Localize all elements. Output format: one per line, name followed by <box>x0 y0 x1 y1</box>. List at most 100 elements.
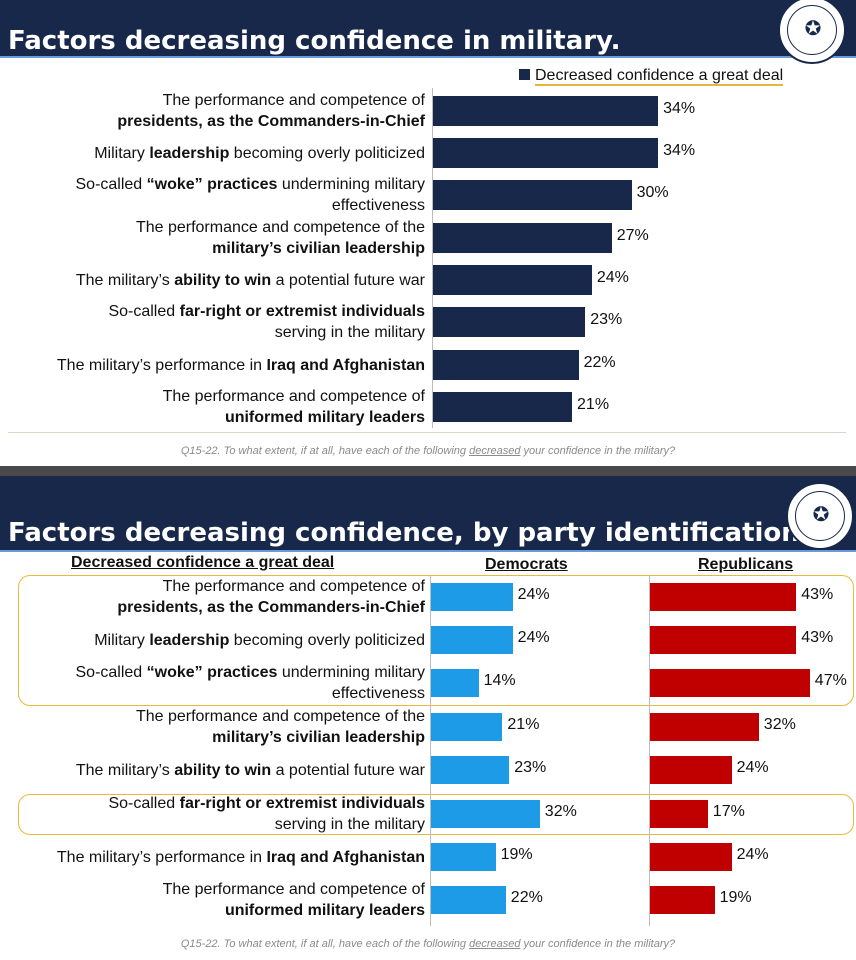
category-label-run: becoming overly politicized <box>229 144 425 162</box>
category-label-run: The performance and competence of <box>162 578 425 595</box>
category-label-run: The military’s <box>75 761 175 779</box>
category-label-run: uniformed military leaders <box>224 409 425 426</box>
category-label-run: leadership <box>149 631 230 649</box>
data-label: 22% <box>510 889 543 906</box>
data-label: 14% <box>483 672 516 689</box>
category-label-run: undermining military <box>277 176 425 193</box>
category-label-line: So-called far-right or extremist individ… <box>0 793 425 814</box>
footnote-post: your confidence in the military? <box>520 445 676 457</box>
footnote-rule <box>8 432 846 433</box>
democrats-header: Democrats <box>485 556 568 573</box>
category-label-line: military’s civilian leadership <box>0 238 425 259</box>
category-label-run: The performance and competence of <box>162 388 425 405</box>
data-label: 24% <box>517 629 550 646</box>
bar <box>433 307 586 337</box>
data-label: 47% <box>814 672 847 689</box>
footnote-underlined: decreased <box>469 938 521 950</box>
republicans-bar <box>650 843 732 871</box>
slide-divider <box>0 466 856 476</box>
category-label-run: Iraq and Afghanistan <box>266 356 425 374</box>
category-label: So-called far-right or extremist individ… <box>0 301 425 343</box>
data-label: 17% <box>712 803 745 820</box>
row-header: Decreased confidence a great deal <box>71 554 335 571</box>
category-label-line: The military’s ability to win a potentia… <box>0 270 425 291</box>
category-label-run: effectiveness <box>331 197 425 214</box>
republicans-bar <box>650 886 715 914</box>
footnote: Q15-22. To what extent, if at all, have … <box>0 445 856 457</box>
title-rule <box>0 550 856 552</box>
category-label-run: effectiveness <box>331 685 425 702</box>
bar <box>433 350 579 380</box>
data-label: 34% <box>663 142 696 159</box>
slide-by-party: Factors decreasing confidence, by party … <box>0 476 856 960</box>
category-label-run: leadership <box>149 144 230 162</box>
bar <box>433 223 612 253</box>
category-label: Military leadership becoming overly poli… <box>0 630 425 651</box>
category-label-run: ability to win <box>174 761 272 779</box>
category-label-line: So-called “woke” practices undermining m… <box>0 662 426 683</box>
category-label: The performance and competence of preside… <box>0 90 425 132</box>
category-label-run: a potential future war <box>271 761 425 779</box>
category-label-line: The performance and competence of the <box>0 706 425 727</box>
slide-overall: Factors decreasing confidence in militar… <box>0 0 856 466</box>
category-label-run: The performance and competence of <box>162 92 425 109</box>
category-label-line: The military’s performance in Iraq and A… <box>0 847 425 868</box>
data-label: 19% <box>500 846 533 863</box>
category-label-run: “woke” practices <box>146 664 278 681</box>
republicans-header: Republicans <box>698 556 794 573</box>
data-label: 21% <box>507 716 540 733</box>
democrats-bar <box>431 843 496 871</box>
republicans-bar <box>650 800 708 828</box>
data-label: 24% <box>736 759 769 776</box>
republicans-bar <box>650 583 797 611</box>
category-label-run: presidents, as the Commanders-in-Chief <box>117 113 425 130</box>
data-label: 23% <box>514 759 547 776</box>
category-label-run: serving in the military <box>274 324 425 341</box>
eagle-icon: ✪ <box>812 504 830 526</box>
footnote-post: your confidence in the military? <box>520 938 676 950</box>
category-label-run: The performance and competence of the <box>135 219 425 236</box>
category-label-run: So-called <box>75 176 147 193</box>
category-label: The military’s performance in Iraq and A… <box>0 847 425 868</box>
category-label-run: a potential future war <box>271 271 425 289</box>
title-bar: Factors decreasing confidence, by party … <box>0 476 856 550</box>
category-label-line: So-called “woke” practices undermining m… <box>0 174 426 195</box>
category-label-run: The military’s <box>75 271 175 289</box>
category-label-run: military’s civilian leadership <box>212 729 425 746</box>
category-label: Military leadership becoming overly poli… <box>0 143 425 164</box>
bar <box>433 180 632 210</box>
category-label-line: The performance and competence of <box>0 386 425 407</box>
bar <box>433 138 659 168</box>
democrats-axis-line <box>430 576 431 926</box>
category-label: The military’s performance in Iraq and A… <box>0 355 425 376</box>
category-label-run: So-called <box>108 303 180 320</box>
category-label-line: effectiveness <box>0 683 425 704</box>
category-label-run: undermining military <box>277 664 425 681</box>
data-label: 30% <box>636 184 669 201</box>
category-label-run: far-right or extremist individuals <box>179 795 425 812</box>
legend-label: Decreased confidence a great deal <box>535 67 784 86</box>
category-label-run: The military’s performance in <box>56 356 267 374</box>
category-label: So-called “woke” practices undermining m… <box>0 662 426 704</box>
category-label-run: uniformed military leaders <box>224 902 425 919</box>
slide-title: Factors decreasing confidence, by party … <box>8 518 810 548</box>
category-label: The military’s ability to win a potentia… <box>0 270 425 291</box>
category-label: So-called far-right or extremist individ… <box>0 793 425 835</box>
category-label-run: The performance and competence of the <box>135 708 425 725</box>
highlight-box-far-right <box>18 794 854 835</box>
data-label: 43% <box>801 629 834 646</box>
highlight-box-top-three <box>18 575 854 706</box>
category-label-run: Military <box>94 631 150 649</box>
category-label-line: uniformed military leaders <box>0 900 425 921</box>
slide-title: Factors decreasing confidence in militar… <box>8 26 621 56</box>
data-label: 32% <box>763 716 796 733</box>
category-label-line: Military leadership becoming overly poli… <box>0 143 425 164</box>
category-label-line: The performance and competence of <box>0 879 425 900</box>
data-label: 23% <box>590 311 623 328</box>
data-label: 24% <box>517 586 550 603</box>
republicans-axis-line <box>649 576 650 926</box>
democrats-bar <box>431 626 513 654</box>
reagan-foundation-seal: ✪ <box>786 482 854 550</box>
title-rule <box>0 56 856 58</box>
data-label: 32% <box>544 803 577 820</box>
